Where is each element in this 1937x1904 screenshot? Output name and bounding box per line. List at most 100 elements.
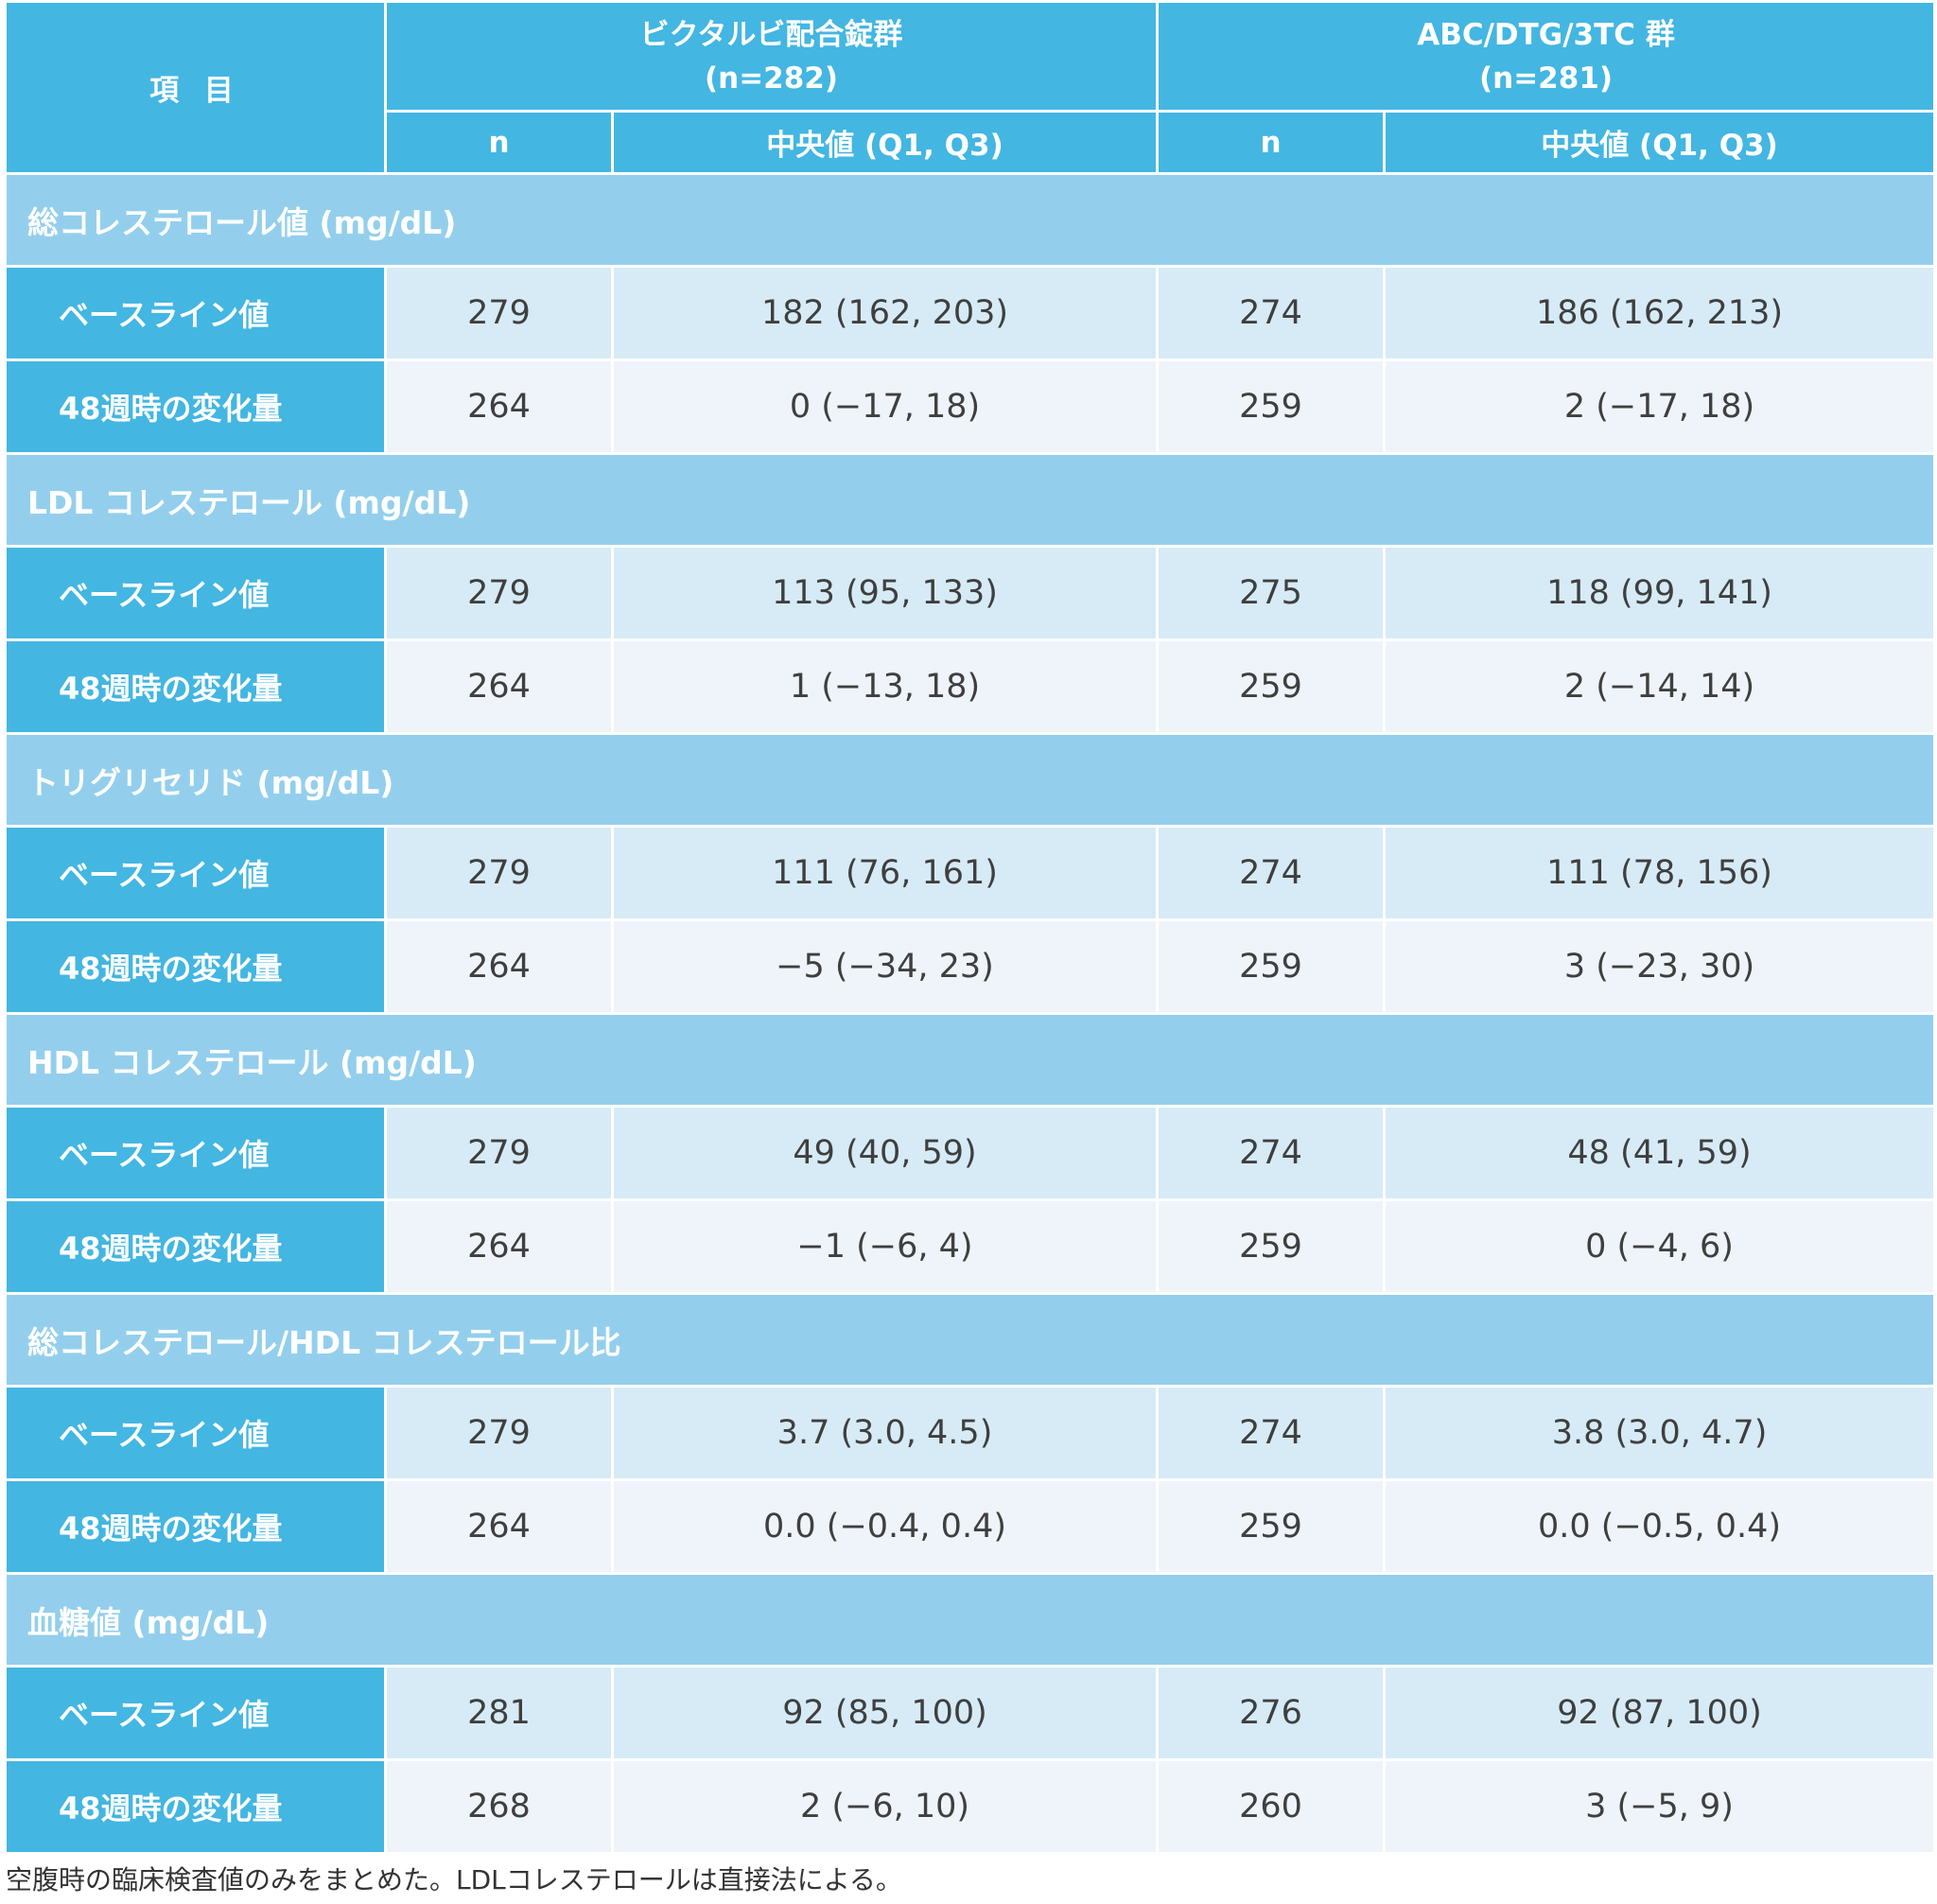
cell-n-group2: 259: [1156, 918, 1387, 1015]
row-label: ベースライン値: [4, 1105, 387, 1201]
cell-n-group2: 274: [1156, 1105, 1387, 1201]
table-header: 項 目 ビクタルビ配合錠群 (n=282) ABC/DTG/3TC 群 (n=2…: [4, 0, 1937, 175]
table-row: ベースライン値 279 3.7 (3.0, 4.5) 274 3.8 (3.0,…: [4, 1385, 1937, 1481]
row-label: ベースライン値: [4, 825, 387, 921]
cell-n-group2: 259: [1156, 358, 1387, 455]
cell-n-group1: 281: [384, 1665, 614, 1761]
cell-median-group1: 111 (76, 161): [610, 825, 1160, 921]
cell-n-group1: 279: [384, 825, 614, 921]
cell-n-group1: 264: [384, 638, 614, 735]
section-title: トリグリセリド (mg/dL): [3, 732, 1937, 828]
cell-n-group1: 279: [384, 545, 614, 641]
table-row: ベースライン値 279 182 (162, 203) 274 186 (162,…: [4, 265, 1937, 361]
cell-n-group1: 264: [384, 1198, 614, 1295]
cell-n-group1: 279: [384, 1105, 614, 1201]
cell-median-group1: 182 (162, 203): [610, 265, 1160, 361]
lab-values-table-container: 項 目 ビクタルビ配合錠群 (n=282) ABC/DTG/3TC 群 (n=2…: [3, 0, 1937, 1855]
table-row: ベースライン値 281 92 (85, 100) 276 92 (87, 100…: [4, 1665, 1937, 1761]
cell-median-group2: 111 (78, 156): [1383, 825, 1937, 921]
cell-median-group1: 49 (40, 59): [610, 1105, 1160, 1201]
cell-median-group2: 2 (−17, 18): [1383, 358, 1937, 455]
cell-median-group2: 3 (−23, 30): [1383, 918, 1937, 1015]
header-group-abc-dtg-3tc: ABC/DTG/3TC 群 (n=281): [1156, 0, 1937, 113]
header-group-abc-dtg-3tc-name: ABC/DTG/3TC 群: [1417, 17, 1675, 52]
row-label: 48週時の変化量: [4, 358, 387, 455]
cell-median-group1: 2 (−6, 10): [610, 1758, 1160, 1855]
cell-median-group1: 113 (95, 133): [610, 545, 1160, 641]
table-row: ベースライン値 279 49 (40, 59) 274 48 (41, 59): [4, 1105, 1937, 1201]
cell-median-group2: 3 (−5, 9): [1383, 1758, 1937, 1855]
table-row: ベースライン値 279 111 (76, 161) 274 111 (78, 1…: [4, 825, 1937, 921]
cell-median-group1: 92 (85, 100): [610, 1665, 1160, 1761]
row-label: 48週時の変化量: [4, 638, 387, 735]
section-title: LDL コレステロール (mg/dL): [3, 452, 1937, 548]
cell-median-group2: 186 (162, 213): [1383, 265, 1937, 361]
header-n-group1: n: [384, 110, 614, 175]
cell-median-group2: 2 (−14, 14): [1383, 638, 1937, 735]
section-row: 総コレステロール値 (mg/dL): [3, 172, 1937, 268]
table-row: 48週時の変化量 264 0 (−17, 18) 259 2 (−17, 18): [4, 358, 1937, 455]
section-row: 血糖値 (mg/dL): [3, 1572, 1937, 1668]
row-label: ベースライン値: [4, 265, 387, 361]
table-row: ベースライン値 279 113 (95, 133) 275 118 (99, 1…: [4, 545, 1937, 641]
row-label: 48週時の変化量: [4, 918, 387, 1015]
row-label: 48週時の変化量: [4, 1478, 387, 1575]
row-label: 48週時の変化量: [4, 1758, 387, 1855]
cell-n-group2: 276: [1156, 1665, 1387, 1761]
cell-median-group1: 1 (−13, 18): [610, 638, 1160, 735]
table-row: 48週時の変化量 268 2 (−6, 10) 260 3 (−5, 9): [4, 1758, 1937, 1855]
cell-median-group2: 92 (87, 100): [1383, 1665, 1937, 1761]
header-median-group1: 中央値 (Q1, Q3): [610, 110, 1160, 175]
cell-median-group1: −5 (−34, 23): [610, 918, 1160, 1015]
table-row: 48週時の変化量 264 −1 (−6, 4) 259 0 (−4, 6): [4, 1198, 1937, 1295]
cell-n-group1: 279: [384, 265, 614, 361]
row-label: ベースライン値: [4, 1665, 387, 1761]
cell-n-group1: 264: [384, 358, 614, 455]
cell-median-group1: 0 (−17, 18): [610, 358, 1160, 455]
header-group-bictarvy-name: ビクタルビ配合錠群: [639, 17, 903, 52]
cell-n-group2: 275: [1156, 545, 1387, 641]
table-row: 48週時の変化量 264 −5 (−34, 23) 259 3 (−23, 30…: [4, 918, 1937, 1015]
cell-n-group1: 279: [384, 1385, 614, 1481]
cell-n-group2: 274: [1156, 1385, 1387, 1481]
cell-n-group2: 260: [1156, 1758, 1387, 1855]
row-label: ベースライン値: [4, 1385, 387, 1481]
row-label: ベースライン値: [4, 545, 387, 641]
cell-n-group1: 264: [384, 918, 614, 1015]
cell-n-group2: 259: [1156, 1198, 1387, 1295]
header-group-bictarvy-n: (n=282): [704, 61, 839, 96]
header-median-group2: 中央値 (Q1, Q3): [1383, 110, 1937, 175]
section-row: 総コレステロール/HDL コレステロール比: [3, 1292, 1937, 1388]
header-group-bictarvy: ビクタルビ配合錠群 (n=282): [383, 0, 1160, 113]
table-row: 48週時の変化量 264 0.0 (−0.4, 0.4) 259 0.0 (−0…: [4, 1478, 1937, 1575]
header-item: 項 目: [4, 0, 387, 175]
cell-median-group1: −1 (−6, 4): [610, 1198, 1160, 1295]
cell-n-group1: 268: [384, 1758, 614, 1855]
cell-median-group2: 48 (41, 59): [1383, 1105, 1937, 1201]
section-title: 総コレステロール/HDL コレステロール比: [3, 1292, 1937, 1388]
footnote: 空腹時の臨床検査値のみをまとめた。LDLコレステロールは直接法による。: [6, 1864, 902, 1895]
section-title: HDL コレステロール (mg/dL): [3, 1012, 1937, 1108]
cell-median-group2: 3.8 (3.0, 4.7): [1383, 1385, 1937, 1481]
section-title: 血糖値 (mg/dL): [3, 1572, 1937, 1668]
cell-median-group1: 3.7 (3.0, 4.5): [610, 1385, 1160, 1481]
cell-n-group2: 259: [1156, 638, 1387, 735]
section-title: 総コレステロール値 (mg/dL): [3, 172, 1937, 268]
cell-median-group2: 0 (−4, 6): [1383, 1198, 1937, 1295]
cell-n-group1: 264: [384, 1478, 614, 1575]
lab-values-table: 項 目 ビクタルビ配合錠群 (n=282) ABC/DTG/3TC 群 (n=2…: [3, 0, 1937, 1855]
section-row: HDL コレステロール (mg/dL): [3, 1012, 1937, 1108]
table-row: 48週時の変化量 264 1 (−13, 18) 259 2 (−14, 14): [4, 638, 1937, 735]
cell-median-group1: 0.0 (−0.4, 0.4): [610, 1478, 1160, 1575]
table-body: 総コレステロール値 (mg/dL) ベースライン値 279 182 (162, …: [3, 172, 1937, 1855]
cell-n-group2: 274: [1156, 265, 1387, 361]
row-label: 48週時の変化量: [4, 1198, 387, 1295]
section-row: トリグリセリド (mg/dL): [3, 732, 1937, 828]
cell-n-group2: 259: [1156, 1478, 1387, 1575]
header-n-group2: n: [1156, 110, 1387, 175]
cell-median-group2: 118 (99, 141): [1383, 545, 1937, 641]
cell-n-group2: 274: [1156, 825, 1387, 921]
section-row: LDL コレステロール (mg/dL): [3, 452, 1937, 548]
cell-median-group2: 0.0 (−0.5, 0.4): [1383, 1478, 1937, 1575]
header-group-abc-dtg-3tc-n: (n=281): [1478, 61, 1614, 96]
